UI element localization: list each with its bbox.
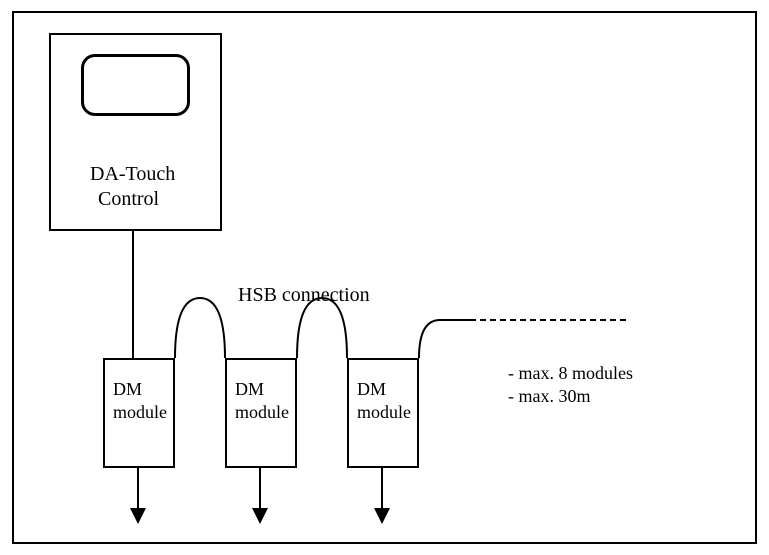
arrows xyxy=(0,0,769,555)
arrow-1 xyxy=(130,468,146,524)
arrow-2 xyxy=(252,468,268,524)
arrow-3 xyxy=(374,468,390,524)
diagram-canvas: DA-Touch Control HSB connection DM modul… xyxy=(0,0,769,555)
